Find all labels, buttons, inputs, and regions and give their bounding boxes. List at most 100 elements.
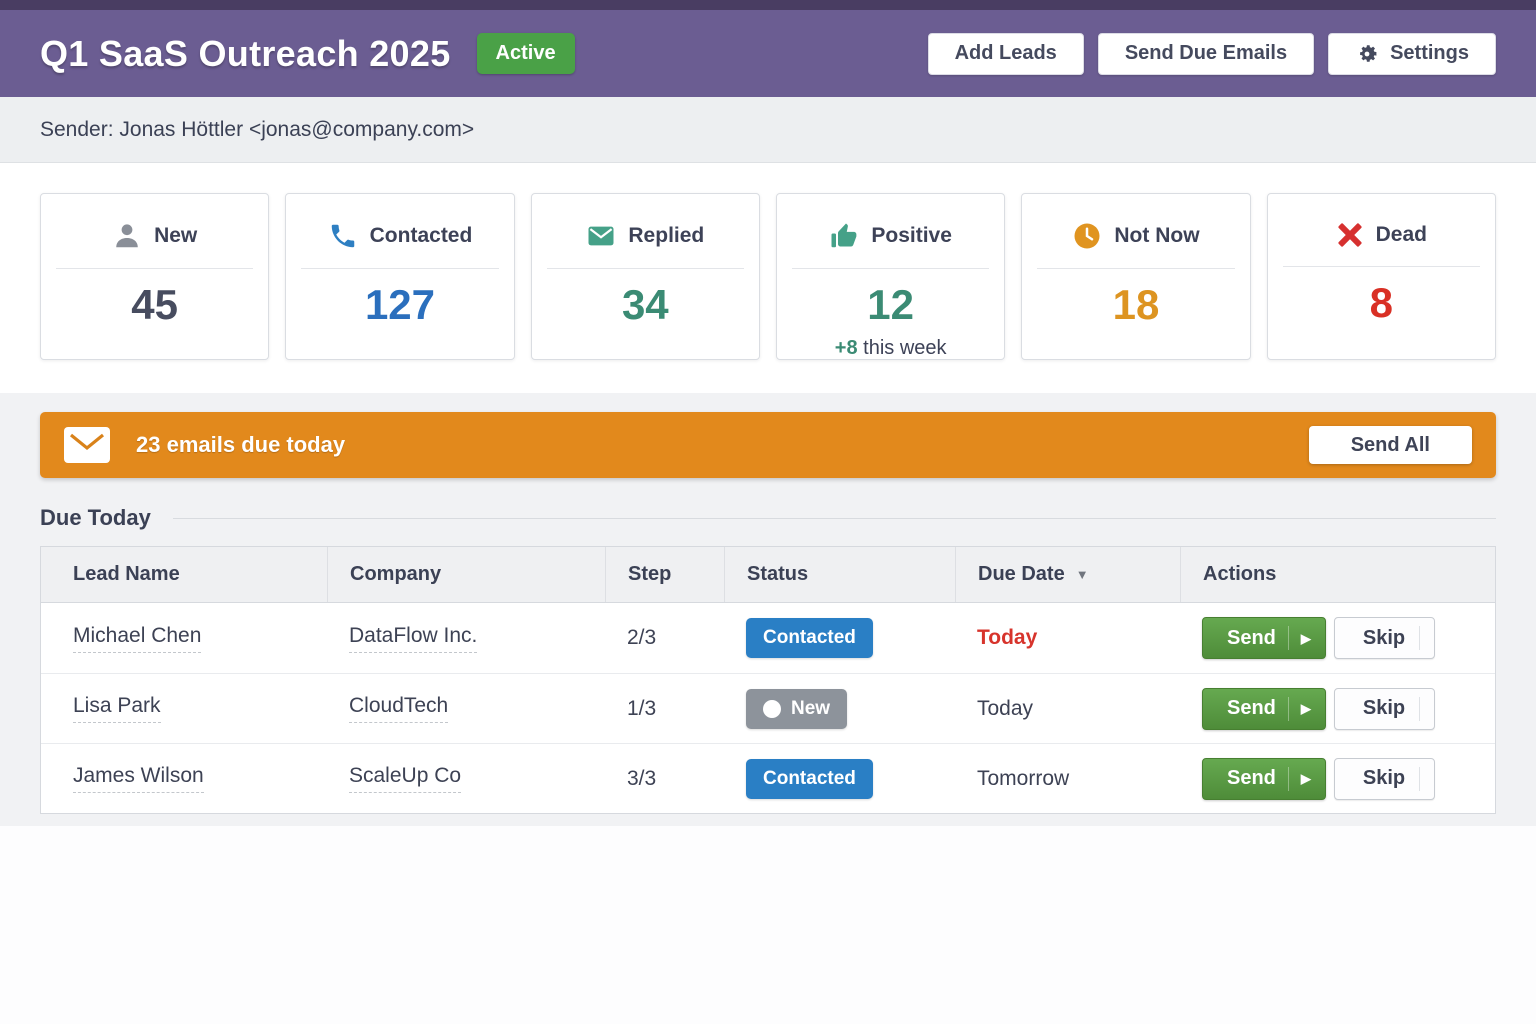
- column-header-status: Status: [724, 547, 955, 602]
- header-actions: Add Leads Send Due Emails Settings: [927, 32, 1496, 75]
- section-rule: [172, 517, 1496, 519]
- top-strip: [0, 0, 1536, 10]
- company-link[interactable]: ScaleUp Co: [349, 764, 462, 793]
- card-divider: [546, 268, 744, 269]
- stat-value: 8: [1369, 279, 1393, 326]
- page-title: Q1 SaaS Outreach 2025: [40, 32, 451, 74]
- play-icon: ▶: [1300, 701, 1311, 716]
- banner-text: 23 emails due today: [136, 432, 346, 457]
- stat-delta-suffix: this week: [857, 337, 947, 359]
- status-badge-contacted: Contacted: [746, 758, 873, 799]
- stat-card-not-now: Not Now 18: [1021, 193, 1251, 360]
- x-icon: [1336, 221, 1364, 249]
- stat-value: 12: [867, 281, 914, 328]
- table-row: Michael Chen DataFlow Inc. 2/3 Contacted…: [41, 603, 1495, 673]
- skip-label: Skip: [1362, 697, 1406, 719]
- lead-name-link[interactable]: Lisa Park: [73, 694, 161, 723]
- button-divider: [1287, 696, 1289, 721]
- due-date-cell: Today: [977, 626, 1038, 649]
- card-divider: [56, 268, 254, 269]
- stat-card-positive: Positive 12 +8 this week: [775, 193, 1006, 360]
- lower-section: 23 emails due today Send All Due Today L…: [0, 393, 1536, 826]
- column-header-company: Company: [327, 547, 605, 602]
- card-divider: [301, 268, 499, 269]
- play-icon: ▶: [1300, 630, 1311, 646]
- button-divider: [1287, 626, 1289, 650]
- due-date-label: Due Date: [978, 563, 1065, 585]
- thumbs-up-icon: [829, 221, 859, 251]
- send-label: Send: [1227, 626, 1276, 649]
- skip-button[interactable]: Skip: [1333, 757, 1436, 800]
- button-divider: [1287, 766, 1289, 791]
- button-divider: [1419, 766, 1421, 791]
- send-due-emails-button[interactable]: Send Due Emails: [1097, 32, 1315, 75]
- company-link[interactable]: DataFlow Inc.: [349, 624, 478, 653]
- send-label: Send: [1227, 767, 1276, 789]
- send-button[interactable]: Send ▶: [1202, 687, 1326, 730]
- clock-icon: [1072, 221, 1102, 251]
- status-label: New: [791, 697, 831, 719]
- table-header-row: Lead Name Company Step Status Due Date ▼…: [41, 547, 1495, 603]
- bottom-fill: [0, 826, 1536, 1024]
- stat-label: Contacted: [369, 224, 473, 247]
- stat-card-contacted: Contacted 127: [285, 193, 515, 360]
- lead-name-link[interactable]: James Wilson: [73, 764, 204, 793]
- envelope-icon: [586, 221, 616, 251]
- column-header-step: Step: [605, 547, 724, 602]
- due-date-cell: Today: [977, 696, 1034, 720]
- stat-label: New: [154, 224, 198, 247]
- stat-card-replied: Replied 34: [530, 193, 760, 360]
- skip-label: Skip: [1362, 767, 1406, 789]
- card-divider: [791, 268, 990, 269]
- send-button[interactable]: Send ▶: [1202, 617, 1326, 659]
- due-today-header: Due Today: [40, 505, 1496, 531]
- due-date-cell: Tomorrow: [977, 766, 1070, 790]
- skip-button[interactable]: Skip: [1333, 617, 1436, 659]
- stat-card-dead: Dead 8: [1266, 193, 1496, 360]
- column-header-lead-name: Lead Name: [73, 563, 180, 585]
- sender-bar: Sender: Jonas Höttler <jonas@company.com…: [0, 97, 1536, 163]
- settings-button[interactable]: Settings: [1328, 32, 1496, 75]
- status-dot-icon: [763, 699, 781, 718]
- gear-icon: [1355, 42, 1379, 66]
- send-label: Send: [1227, 697, 1276, 719]
- play-icon: ▶: [1300, 771, 1311, 786]
- skip-label: Skip: [1362, 626, 1406, 649]
- step-cell: 3/3: [627, 766, 657, 790]
- stat-label: Positive: [871, 224, 952, 247]
- button-divider: [1419, 626, 1421, 650]
- stat-value: 127: [364, 281, 436, 328]
- lead-name-link[interactable]: Michael Chen: [73, 624, 202, 653]
- add-leads-label: Add Leads: [954, 42, 1057, 64]
- status-badge-new: New: [746, 688, 848, 729]
- settings-label: Settings: [1390, 42, 1469, 64]
- sender-text: Sender: Jonas Höttler <jonas@company.com…: [40, 117, 475, 141]
- column-header-due-date[interactable]: Due Date ▼: [955, 547, 1180, 602]
- stat-label: Replied: [628, 224, 705, 247]
- app-header: Q1 SaaS Outreach 2025 Active Add Leads S…: [0, 10, 1536, 97]
- stat-card-new: New 45: [40, 193, 270, 360]
- step-cell: 2/3: [627, 626, 657, 649]
- sort-desc-icon: ▼: [1075, 567, 1089, 582]
- add-leads-button[interactable]: Add Leads: [927, 32, 1084, 75]
- card-divider: [1037, 268, 1235, 269]
- stat-subtext: +8 this week: [777, 337, 1004, 360]
- skip-button[interactable]: Skip: [1333, 687, 1436, 730]
- status-badge: Active: [476, 33, 575, 74]
- stat-label: Not Now: [1114, 224, 1200, 247]
- send-all-button[interactable]: Send All: [1308, 426, 1472, 464]
- phone-icon: [328, 221, 358, 251]
- button-divider: [1419, 696, 1421, 721]
- stats-row: New 45 Contacted 127: [0, 163, 1536, 393]
- stat-delta: +8: [834, 337, 858, 359]
- person-icon: [112, 221, 142, 251]
- send-button[interactable]: Send ▶: [1202, 757, 1326, 800]
- stat-value: 45: [131, 281, 179, 328]
- column-header-actions: Actions: [1180, 547, 1495, 602]
- due-today-table: Lead Name Company Step Status Due Date ▼…: [40, 546, 1496, 814]
- table-row: James Wilson ScaleUp Co 3/3 Contacted To…: [41, 743, 1495, 813]
- stat-value: 34: [621, 281, 669, 328]
- due-emails-banner: 23 emails due today Send All: [40, 412, 1496, 478]
- company-link[interactable]: CloudTech: [349, 694, 449, 723]
